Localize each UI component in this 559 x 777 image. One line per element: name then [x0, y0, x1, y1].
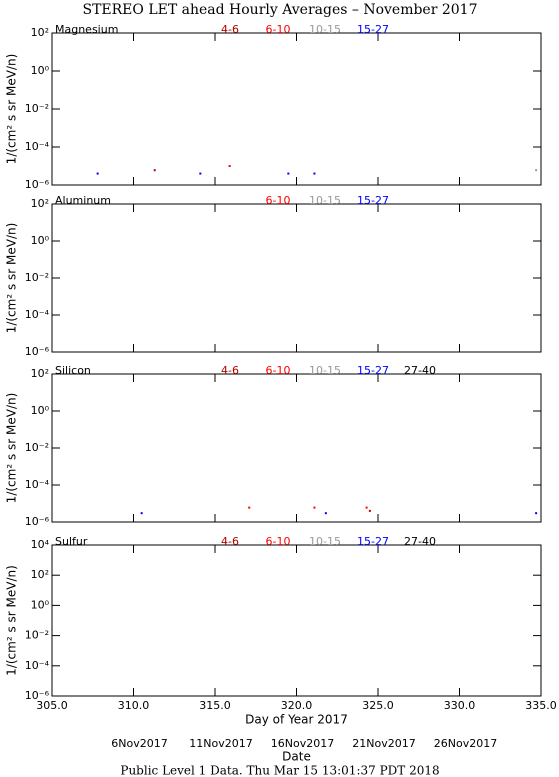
y-tick-label: 10² [31, 197, 49, 210]
y-tick-label: 10⁻⁶ [25, 515, 50, 528]
plot-frame [51, 544, 542, 697]
x-tick-label: 315.0 [199, 699, 231, 712]
data-point [313, 172, 316, 175]
legend-entry: 15-27 [357, 23, 389, 36]
y-tick-label: 10⁻⁴ [25, 308, 50, 321]
y-tick-label: 10² [31, 568, 49, 581]
data-point [153, 169, 156, 172]
plot-frame [51, 32, 542, 186]
date-tick-label: 16Nov2017 [271, 737, 334, 750]
panel-label: Magnesium [55, 23, 118, 36]
legend-entry: 6-10 [266, 364, 291, 377]
y-tick-label: 10⁰ [31, 404, 50, 417]
y-tick-label: 10⁻⁶ [25, 345, 50, 358]
y-tick-label: 10⁻⁴ [25, 659, 50, 672]
plot-frame [51, 373, 542, 523]
legend-entry: 6-10 [266, 194, 291, 207]
y-tick-label: 10⁻⁶ [25, 178, 50, 191]
date-tick-label: 6Nov2017 [111, 737, 167, 750]
y-tick-label: 10⁻² [25, 102, 49, 115]
y-tick-label: 10⁴ [31, 538, 50, 551]
y-tick-label: 10² [31, 367, 49, 380]
legend-entry: 10-15 [309, 364, 341, 377]
y-tick-label: 10⁰ [31, 64, 50, 77]
data-point [324, 512, 327, 515]
legend-entry: 15-27 [357, 194, 389, 207]
x-tick-label: 320.0 [281, 699, 313, 712]
data-point [368, 509, 371, 512]
legend-entry: 10-15 [309, 23, 341, 36]
data-point [96, 172, 99, 175]
x-tick-label: 325.0 [362, 699, 394, 712]
panel-label: Silicon [55, 364, 91, 377]
x-tick-label: 305.0 [36, 699, 68, 712]
data-point [535, 512, 538, 515]
legend-entry: 4-6 [221, 535, 239, 548]
y-axis-label: 1/(cm² s sr MeV/n) [5, 565, 19, 676]
legend-entry: 4-6 [221, 364, 239, 377]
y-tick-label: 10⁻⁴ [25, 478, 50, 491]
legend-entry: 10-15 [309, 535, 341, 548]
date-tick-label: 26Nov2017 [434, 737, 497, 750]
panel-label: Sulfur [55, 535, 88, 548]
date-tick-label: 21Nov2017 [352, 737, 415, 750]
legend-entry: 27-40 [404, 535, 436, 548]
legend-entry: 27-40 [404, 364, 436, 377]
y-tick-label: 10⁻² [25, 441, 49, 454]
y-tick-label: 10⁻⁶ [25, 689, 50, 702]
data-point [199, 172, 202, 175]
data-point [248, 506, 251, 509]
legend-entry: 15-27 [357, 535, 389, 548]
y-axis-label: 1/(cm² s sr MeV/n) [5, 223, 19, 334]
legend-entry: 6-10 [266, 535, 291, 548]
y-tick-label: 10⁰ [31, 234, 50, 247]
y-tick-label: 10⁻² [25, 271, 49, 284]
legend-entry: 4-6 [221, 23, 239, 36]
y-tick-label: 10² [31, 26, 49, 39]
y-axis-label: 1/(cm² s sr MeV/n) [5, 54, 19, 165]
x-tick-label: 330.0 [444, 699, 476, 712]
y-tick-label: 10⁰ [31, 598, 50, 611]
x-axis-label: Day of Year 2017 [245, 713, 348, 727]
data-point [535, 169, 538, 172]
chart-title: STEREO LET ahead Hourly Averages – Novem… [82, 2, 477, 18]
data-point [140, 512, 143, 515]
data-point [313, 506, 316, 509]
x-tick-label: 335.0 [525, 699, 557, 712]
footer: Public Level 1 Data. Thu Mar 15 13:01:37… [120, 764, 439, 777]
panel-label: Aluminum [55, 194, 111, 207]
x-tick-label: 310.0 [118, 699, 150, 712]
date-tick-label: 11Nov2017 [189, 737, 252, 750]
data-point [365, 506, 368, 509]
data-point [287, 172, 290, 175]
y-tick-label: 10⁻² [25, 629, 49, 642]
y-axis-label: 1/(cm² s sr MeV/n) [5, 393, 19, 504]
legend-entry: 10-15 [309, 194, 341, 207]
legend-entry: 6-10 [266, 23, 291, 36]
y-tick-label: 10⁻⁴ [25, 140, 50, 153]
data-point [228, 165, 231, 167]
plot-frame [51, 203, 542, 353]
date-axis-label: Date [282, 750, 311, 764]
legend-entry: 15-27 [357, 364, 389, 377]
